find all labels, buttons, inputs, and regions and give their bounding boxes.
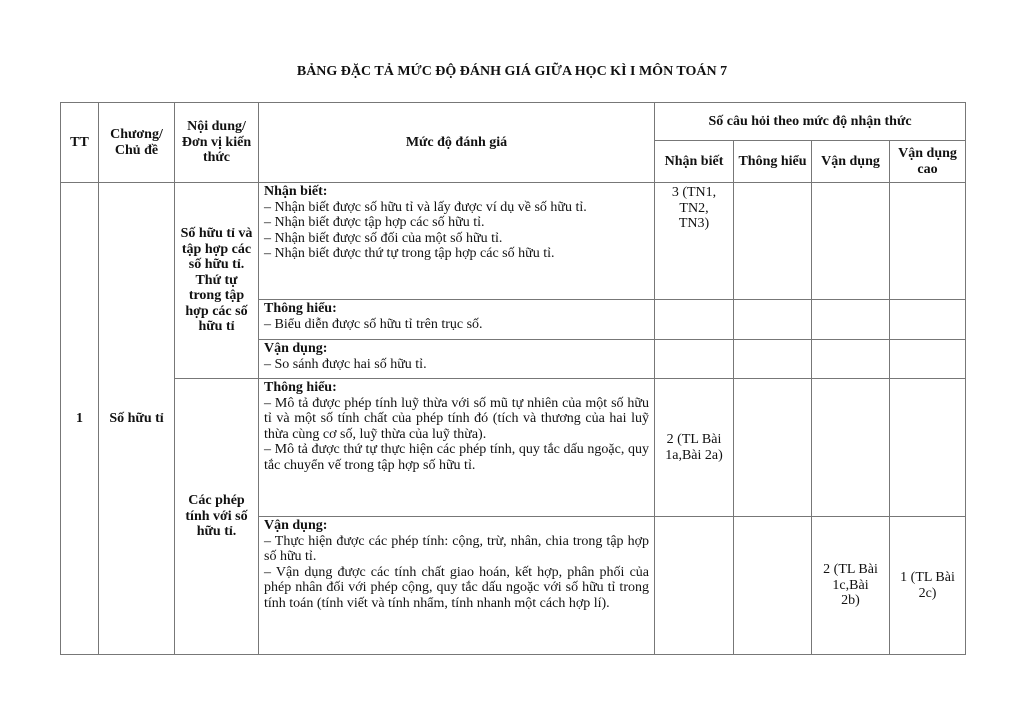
count-vd: [811, 299, 890, 340]
count-th: [733, 339, 812, 379]
count-vdc: [888, 299, 967, 340]
count-th: [733, 182, 812, 300]
count-nb: 3 (TN1, TN2, TN3): [654, 182, 734, 300]
level-description: Thông hiểu: – Mô tả được phép tính luỹ th…: [258, 378, 655, 517]
count-nb: [654, 299, 734, 340]
header-thong-hieu: Thông hiểu: [733, 140, 812, 183]
level-label: Thông hiểu:: [264, 301, 337, 316]
header-count-group: Số câu hỏi theo mức độ nhận thức: [653, 102, 967, 141]
chapter-cell: Số hữu tỉ: [98, 182, 175, 655]
table-row: Thông hiểu: – Biểu diễn được số hữu tỉ tr…: [61, 299, 967, 340]
table-row: Các phép tính với số hữu tỉ. Thông hiểu: –…: [61, 378, 967, 655]
header-content: Nội dung/Đơn vị kiến thức: [174, 102, 259, 183]
level-criterion: – Nhận biết được số hữu tỉ và lấy được v…: [264, 199, 587, 215]
count-vd: [811, 378, 890, 517]
count-vd: 2 (TL Bài 1c,Bài 2b): [811, 516, 890, 655]
level-description: Thông hiểu: – Biểu diễn được số hữu tỉ tr…: [258, 299, 655, 340]
count-vdc: [888, 182, 967, 300]
level-criterion: – Nhận biết được thứ tự trong tập hợp cá…: [264, 246, 555, 262]
level-description: Vận dụng: – So sánh được hai số hữu tỉ.: [258, 339, 655, 379]
count-nb: [654, 516, 734, 655]
count-vd: [811, 182, 890, 300]
header-tt: TT: [60, 102, 99, 183]
header-van-dung: Vận dụng: [811, 140, 890, 183]
content-unit-cell: Số hữu tỉ và tập hợp các số hữu tỉ. Thứ …: [174, 182, 259, 379]
level-label: Nhận biết:: [264, 184, 328, 199]
table-row: 1 Số hữu tỉ Số hữu tỉ và tập hợp các số hữ…: [60, 182, 967, 655]
assessment-table: TT Chương/ Chủ đề Nội dung/Đơn vị kiến t…: [60, 102, 967, 655]
level-label: Thông hiểu:: [264, 380, 337, 395]
count-th: [733, 299, 812, 340]
header-chapter: Chương/ Chủ đề: [98, 102, 175, 183]
count-nb: 2 (TL Bài 1a,Bài 2a): [654, 378, 734, 517]
count-vdc: [888, 378, 967, 517]
count-vdc: 1 (TL Bài 2c): [888, 516, 967, 655]
count-th: [733, 516, 812, 655]
level-label: Vận dụng:: [264, 518, 328, 533]
content-unit-cell: Các phép tính với số hữu tỉ.: [174, 378, 259, 655]
page-title: BẢNG ĐẶC TẢ MỨC ĐỘ ĐÁNH GIÁ GIỮA HỌC KÌ …: [296, 64, 728, 79]
header-van-dung-cao: Vận dụng cao: [888, 140, 967, 183]
level-description: Vận dụng: – Thực hiện được các phép tính:…: [258, 516, 655, 655]
header-level: Mức độ đánh giá: [258, 102, 655, 183]
header-nhan-biet: Nhận biết: [654, 140, 734, 183]
level-criterion: – Biểu diễn được số hữu tỉ trên trục số.: [264, 316, 483, 332]
level-criterion: – Nhận biết được tập hợp các số hữu tỉ.: [264, 215, 485, 231]
level-criterion: – Thực hiện được các phép tính: cộng, tr…: [264, 533, 649, 565]
count-nb: [654, 339, 734, 379]
level-criterion: – Nhận biết được số đối của một số hữu t…: [264, 230, 503, 246]
count-th: [733, 378, 812, 517]
level-criterion: – Mô tả được thứ tự thực hiện các phép t…: [264, 442, 649, 473]
level-label: Vận dụng:: [264, 341, 328, 356]
row-number: 1: [60, 182, 99, 655]
table-row: Vận dụng: – Thực hiện được các phép tính:…: [61, 516, 967, 655]
level-description: Nhận biết: – Nhận biết được số hữu tỉ và …: [258, 182, 655, 300]
count-vdc: [888, 339, 967, 379]
level-criterion: – Vận dụng được các tính chất giao hoán,…: [264, 564, 649, 611]
count-vd: [811, 339, 890, 379]
level-criterion: – So sánh được hai số hữu tỉ.: [264, 356, 427, 372]
level-criterion: – Mô tả được phép tính luỹ thừa với số m…: [264, 395, 649, 442]
